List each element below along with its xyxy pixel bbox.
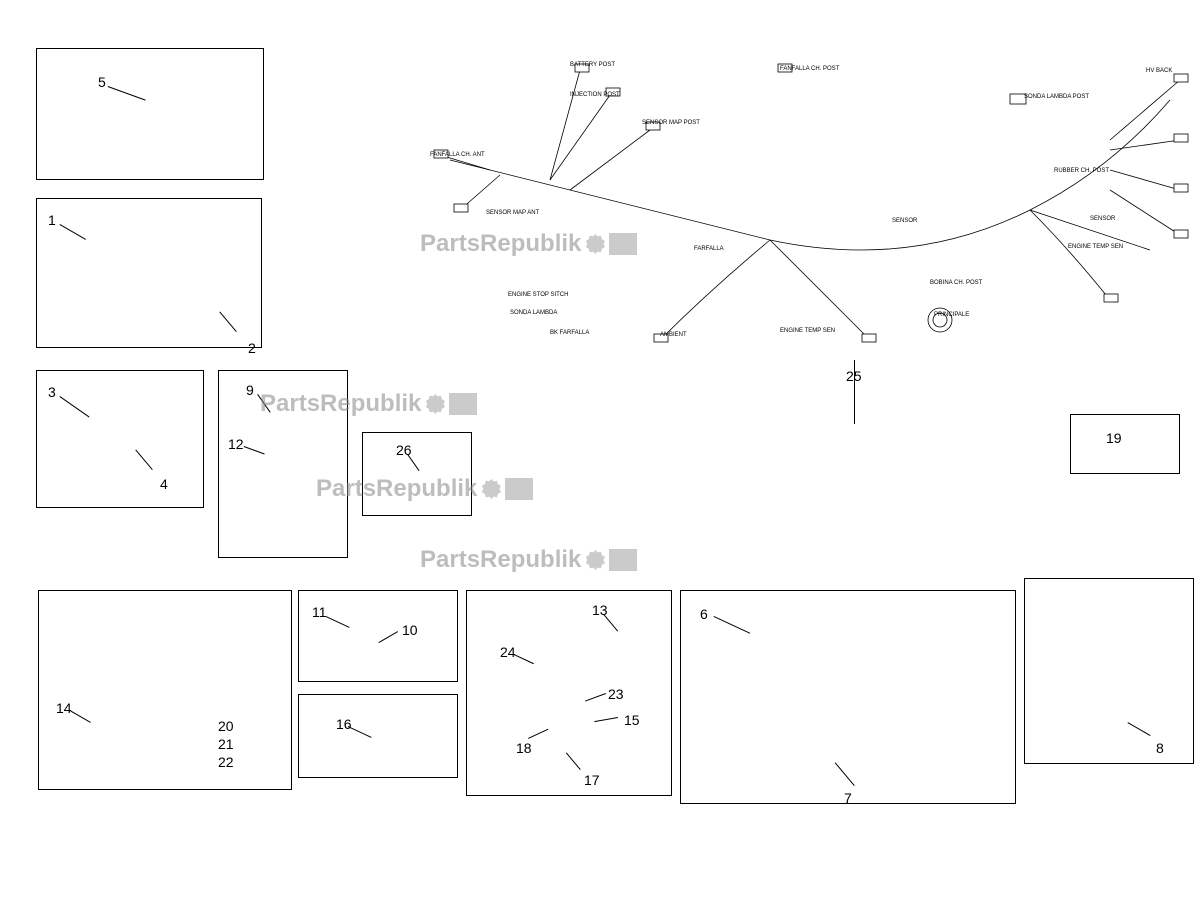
frame-f14 xyxy=(38,590,292,790)
harness-label-14: SONDA LAMBDA xyxy=(510,310,557,316)
harness-label-13: SENSOR xyxy=(892,218,917,224)
harness-label-15: PRINCIPALE xyxy=(934,312,969,318)
gear-icon xyxy=(481,479,501,499)
frame-f3 xyxy=(36,370,204,508)
callout-18: 18 xyxy=(516,740,532,756)
flag-icon xyxy=(449,393,477,415)
flag-icon xyxy=(505,478,533,500)
callout-12: 12 xyxy=(228,436,244,452)
harness-label-9: SENSOR xyxy=(1090,216,1115,222)
harness-label-1: INJECTION POST xyxy=(570,92,620,98)
harness-label-4: FANFALLA CH. ANT xyxy=(430,152,485,158)
callout-14: 14 xyxy=(56,700,72,716)
harness-label-0: BATTERY POST xyxy=(570,62,615,68)
callout-24: 24 xyxy=(500,644,516,660)
harness-label-16: ENGINE TEMP SEN xyxy=(780,328,835,334)
callout-11: 11 xyxy=(312,604,327,620)
harness-label-18: BK FARFALLA xyxy=(550,330,589,336)
callout-1: 1 xyxy=(48,212,56,228)
harness-label-17: BOBINA CH. POST xyxy=(930,280,982,286)
callout-7: 7 xyxy=(844,790,852,806)
harness-label-7: HV BACK xyxy=(1146,68,1172,74)
callout-15: 15 xyxy=(624,712,640,728)
callout-20: 20 xyxy=(218,718,234,734)
frame-f8 xyxy=(1024,578,1194,764)
harness-label-5: SENSOR MAP ANT xyxy=(486,210,539,216)
harness-label-12: ENGINE STOP SITCH xyxy=(508,292,568,298)
frame-f6 xyxy=(680,590,1016,804)
harness-label-3: SENSOR MAP POST xyxy=(642,120,700,126)
watermark-3: PartsRepublik xyxy=(420,546,637,574)
callout-2: 2 xyxy=(248,340,256,356)
harness-label-19: AMBIENT xyxy=(660,332,687,338)
harness-label-11: FARFALLA xyxy=(694,246,724,252)
frame-f5 xyxy=(36,48,264,180)
harness-label-10: ENGINE TEMP SEN xyxy=(1068,244,1123,250)
callout-4: 4 xyxy=(160,476,168,492)
frame-f18 xyxy=(466,590,672,796)
harness-label-2: FANFALLA CH. POST xyxy=(780,66,839,72)
callout-16: 16 xyxy=(336,716,352,732)
watermark-text: PartsRepublik xyxy=(420,546,581,574)
frame-f9 xyxy=(218,370,348,558)
gear-icon xyxy=(585,550,605,570)
callout-23: 23 xyxy=(608,686,624,702)
wiring-harness-diagram xyxy=(410,40,1190,370)
frame-f26 xyxy=(362,432,472,516)
harness-label-6: SONDA LAMBDA POST xyxy=(1024,94,1089,100)
callout-10: 10 xyxy=(402,622,418,638)
gear-icon xyxy=(425,394,445,414)
callout-17: 17 xyxy=(584,772,600,788)
callout-8: 8 xyxy=(1156,740,1164,756)
callout-line-8 xyxy=(854,360,855,424)
callout-22: 22 xyxy=(218,754,234,770)
harness-label-8: RUBBER CH. POST xyxy=(1054,168,1109,174)
frame-f19 xyxy=(1070,414,1180,474)
frame-f16 xyxy=(298,694,458,778)
callout-3: 3 xyxy=(48,384,56,400)
callout-5: 5 xyxy=(98,74,106,90)
callout-19: 19 xyxy=(1106,430,1122,446)
callout-21: 21 xyxy=(218,736,234,752)
flag-icon xyxy=(609,549,637,571)
frame-f1 xyxy=(36,198,262,348)
callout-6: 6 xyxy=(700,606,708,622)
callout-9: 9 xyxy=(246,382,254,398)
